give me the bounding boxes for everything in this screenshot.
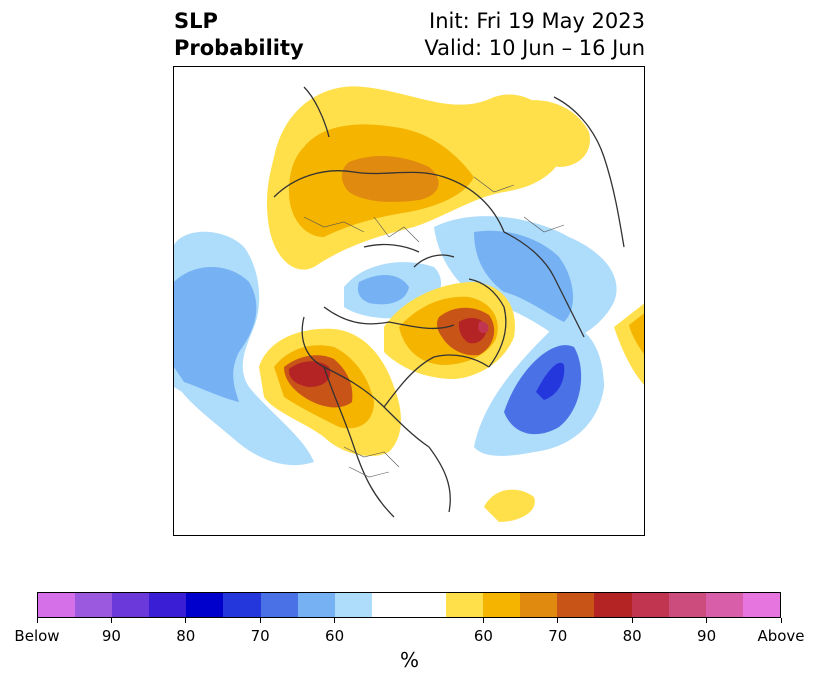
anomaly-below-siberia-core (474, 230, 574, 322)
colorbar-ticks: Below 90 80 70 60 60 70 80 90 Above (14, 618, 805, 648)
anomaly-below-pacific-core (174, 267, 257, 402)
colorbar-tick: 90 (697, 618, 717, 645)
tick-mark (482, 618, 484, 623)
colorbar-segment (408, 593, 447, 617)
colorbar (37, 592, 781, 618)
tick-mark (706, 618, 708, 623)
colorbar-segment (75, 593, 113, 617)
colorbar-segment (705, 593, 743, 617)
tick-mark (780, 618, 782, 623)
tick-mark (185, 618, 187, 623)
init-date: Init: Fri 19 May 2023 (429, 9, 645, 33)
colorbar-tick: 80 (622, 618, 642, 645)
anomaly-above-asia (504, 100, 590, 167)
tick-label: 80 (622, 627, 642, 645)
tick-label: Above (757, 627, 805, 645)
colorbar-tick: 80 (176, 618, 196, 645)
tick-label: 80 (176, 627, 196, 645)
chart-title: SLP Probability (174, 8, 304, 62)
tick-label: Below (14, 627, 60, 645)
tick-mark (334, 618, 336, 623)
colorbar-segment (223, 593, 261, 617)
colorbar-tick: 60 (473, 618, 493, 645)
colorbar-segment (594, 593, 632, 617)
colorbar-tick: 70 (250, 618, 270, 645)
variable-subtitle: Probability (174, 36, 304, 60)
anomaly-above-subtropics (484, 489, 535, 522)
colorbar-segment (668, 593, 706, 617)
colorbar-segment (149, 593, 187, 617)
colorbar-segment (557, 593, 595, 617)
tick-label: 60 (325, 627, 345, 645)
tick-label: 90 (101, 627, 121, 645)
anomaly-below-arctic-core (357, 275, 409, 305)
anomaly-above-greenland-peak (478, 321, 489, 334)
colorbar-segment (483, 593, 521, 617)
colorbar-segment (297, 593, 335, 617)
colorbar-segment (742, 593, 780, 617)
date-info: Init: Fri 19 May 2023 Valid: 10 Jun – 16… (424, 8, 645, 62)
colorbar-segment (112, 593, 150, 617)
colorbar-tick: 90 (101, 618, 121, 645)
colorbar-segment (260, 593, 298, 617)
variable-title: SLP (174, 9, 218, 33)
anomaly-above-westna-core (288, 361, 331, 387)
tick-mark (36, 618, 38, 623)
colorbar-tick: Above (757, 618, 805, 645)
colorbar-tick: 60 (325, 618, 345, 645)
tick-label: 70 (250, 627, 270, 645)
tick-mark (259, 618, 261, 623)
colorbar-unit: % (399, 648, 419, 672)
colorbar-segment (334, 593, 372, 617)
map-canvas (174, 86, 644, 522)
colorbar-tick: 70 (548, 618, 568, 645)
colorbar-segment (520, 593, 558, 617)
tick-label: 60 (473, 627, 493, 645)
valid-period: Valid: 10 Jun – 16 Jun (424, 36, 645, 60)
colorbar-tick: Below (14, 618, 60, 645)
colorbar-segment (631, 593, 669, 617)
colorbar-segment (371, 593, 409, 617)
tick-mark (110, 618, 112, 623)
anomaly-above-eurasia-core (341, 155, 439, 202)
borders (303, 176, 565, 478)
tick-mark (631, 618, 633, 623)
colorbar-segment (186, 593, 224, 617)
colorbar-segment (38, 593, 76, 617)
colorbar-segment (446, 593, 484, 617)
anomaly-below-atlantic-core (536, 362, 565, 400)
anomaly-above-east-core (629, 313, 644, 355)
probability-map (173, 66, 645, 536)
coastlines (273, 86, 625, 518)
tick-label: 90 (697, 627, 717, 645)
tick-label: 70 (548, 627, 568, 645)
tick-mark (557, 618, 559, 623)
